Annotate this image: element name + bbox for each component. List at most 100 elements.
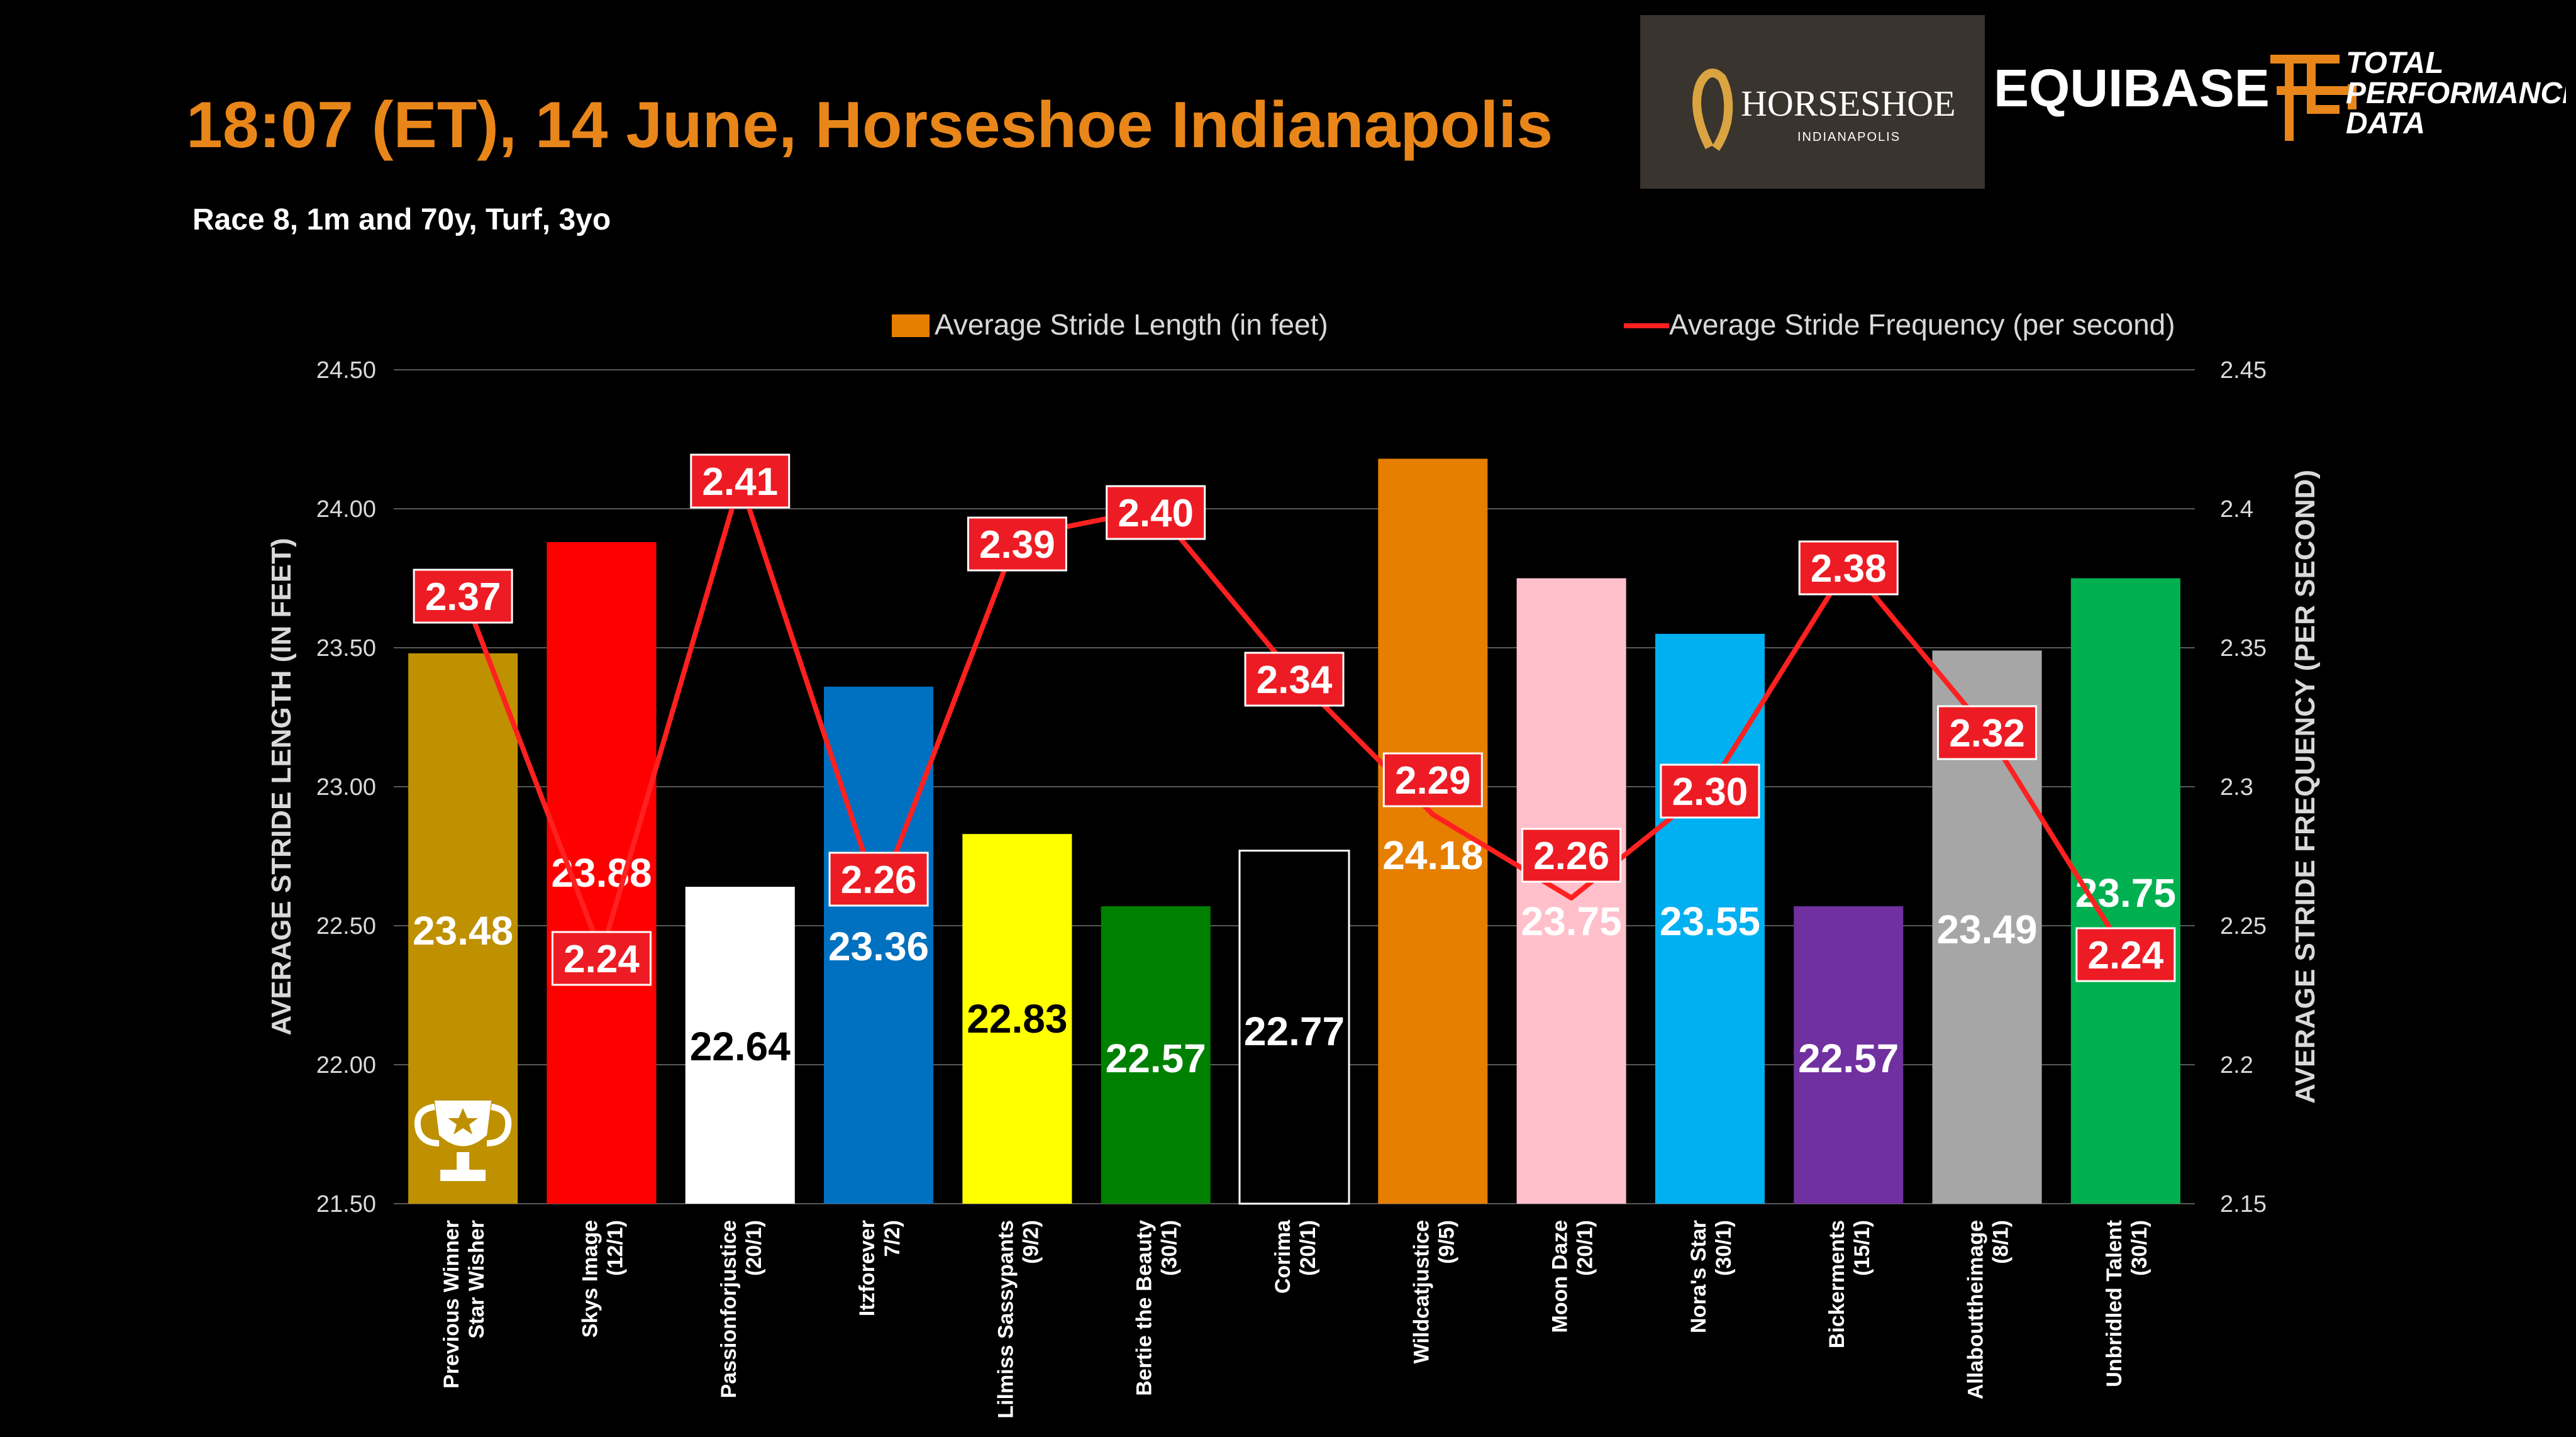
y2-tick-label: 2.2 [2220,1052,2253,1079]
legend-label-bar: Average Stride Length (in feet) [935,308,1328,341]
bar [1238,850,1350,1205]
tpd-line-2: PERFORMANCE [2346,77,2566,110]
bar-value-label: 22.77 [1244,1009,1345,1054]
x-tick-label-line: (20/1) [742,1220,766,1276]
x-tick-label: Wildcatjustice (9/5) [1409,1220,1458,1363]
x-tick-label-line: Passionforjustice [717,1220,741,1398]
x-tick-label-line: Bertie the Beauty [1133,1220,1157,1396]
x-tick-label: Skys Image (12/1) [578,1220,627,1338]
x-tick-label: Previous Winner Star Wisher [440,1220,489,1389]
x-tick-label-line: Lilmiss Sassypants [994,1220,1018,1419]
x-tick-label-line: Corima [1271,1219,1295,1294]
x-tick-label: Lilmiss Sassypants (9/2) [994,1220,1043,1419]
x-tick-label-line: (20/1) [1296,1220,1320,1276]
line-value-labels: 2.37 2.24 2.41 2.26 2.39 2.40 2.34 2.29 2.26 2.30… [413,453,2176,986]
y2-tick-label: 2.4 [2220,496,2253,523]
y-tick-label: 24.00 [316,496,376,523]
x-tick-label: Bertie the Beauty (30/1) [1133,1220,1182,1396]
x-tick-label-line: Nora's Star [1687,1220,1711,1333]
bar-value-label: 23.49 [1936,907,2037,952]
legend: Average Stride Length (in feet) Average S… [892,308,2175,341]
x-tick-label-line: Bickerments [1825,1220,1849,1348]
x-tick-label-line: Allabouttheimage [1964,1220,1988,1399]
race-subtitle: Race 8, 1m and 70y, Turf, 3yo [192,203,611,236]
trophy-base [440,1170,486,1181]
line-value-box [828,852,929,907]
y2-axis-title: AVERAGE STRIDE FREQUENCY (PER SECOND) [2290,470,2321,1104]
x-tick-label-line: Skys Image [578,1220,602,1338]
bar-series [408,458,2180,1205]
y2-tick-label: 2.3 [2220,774,2253,801]
x-tick-label: Passionforjustice (20/1) [717,1220,766,1398]
line-value-box [1937,705,2038,760]
bar-value-label: 23.48 [413,908,513,953]
y-tick-label: 22.00 [316,1052,376,1079]
trophy-star [448,1108,479,1135]
bar [824,686,934,1204]
legend-swatch-bar [892,314,930,337]
x-tick-label-line: (30/1) [1712,1220,1736,1276]
bar-value-label: 22.57 [1106,1036,1206,1081]
line-value-label: 2.26 [1533,835,1609,878]
x-tick-label-line: Itzforever [855,1220,879,1316]
y2-tick-label: 2.15 [2220,1191,2267,1218]
line-value-label: 2.40 [1118,492,1194,535]
tpd-logo: TOTAL PERFORMANCE DATA [2264,40,2576,157]
x-tick-label-line: (15/1) [1850,1220,1874,1276]
bar [1516,578,1626,1204]
horseshoe-logo-subtext: INDIANAPOLIS [1797,130,1901,144]
tpd-icon: TOTAL PERFORMANCE DATA [2270,47,2576,141]
x-tick-label-line: (30/1) [1158,1220,1182,1276]
x-tick-label: Corima (20/1) [1271,1219,1320,1294]
line-value-label: 2.39 [979,523,1055,567]
x-tick-label-line: (8/1) [1989,1220,2013,1264]
horseshoe-logo: HORSESHOE INDIANAPOLIS [1640,15,1985,189]
line-value-box [1521,828,1622,883]
bar-value-label: 24.18 [1382,833,1483,878]
x-tick-label-line: Star Wisher [465,1220,489,1339]
x-tick-label-line: (9/5) [1435,1220,1458,1264]
x-tick-label: Nora's Star (30/1) [1687,1220,1736,1333]
line-value-label: 2.26 [841,858,917,902]
line-value-box [1382,752,1483,807]
y-tick-label: 22.50 [316,913,376,940]
x-tick-label-line: (12/1) [603,1220,627,1276]
equibase-logo: EQUIBASE [1994,58,2270,118]
bar [1101,906,1211,1204]
y2-tick-label: 2.45 [2220,357,2267,384]
x-tick-label: Allabouttheimage (8/1) [1964,1220,2013,1399]
bar-value-label: 22.64 [690,1024,791,1069]
line-point [1430,812,1436,818]
bar-value-label: 22.83 [967,996,1067,1041]
bar [1378,458,1488,1204]
legend-label-line: Average Stride Frequency (per second) [1669,308,2175,341]
line-value-label: 2.29 [1395,759,1471,802]
x-tick-label: Bickerments (15/1) [1825,1220,1874,1348]
trophy-handle-left [414,1104,440,1146]
y-tick-label: 24.50 [316,357,376,384]
y2-tick-label: 2.25 [2220,913,2267,940]
horseshoe-logo-text: HORSESHOE [1741,83,1956,124]
x-tick-label-line: 7/2) [880,1220,904,1257]
line-value-box [1106,485,1206,540]
line-value-label: 2.32 [1949,712,2025,755]
line-value-box [551,931,652,986]
x-tick-label-line: Previous Winner [440,1220,464,1389]
bar-value-label: 23.55 [1660,899,1760,944]
x-tick-label: Itzforever 7/2) [855,1220,904,1316]
line-value-box [1798,540,1899,596]
line-value-box [1244,652,1345,707]
trophy-icon [414,1101,512,1181]
x-tick-label: Unbridled Talent (30/1) [2102,1220,2151,1387]
bar-value-labels: 23.4823.8822.6423.3622.8322.5722.7724.18… [413,833,2176,1081]
axes: 21.50 22.00 22.50 23.00 23.50 24.00 24.50 2.15 2… [266,357,2321,1419]
line-value-label: 2.24 [2088,934,2164,977]
line-value-label: 2.37 [425,575,501,619]
y2-tick-label: 2.35 [2220,635,2267,662]
y-axis-title: AVERAGE STRIDE LENGTH (IN FEET) [266,538,297,1035]
line-value-label: 2.30 [1672,770,1748,814]
bar-value-label: 23.75 [1521,899,1622,944]
trophy-stem [457,1152,470,1171]
horseshoe-icon: HORSESHOE INDIANAPOLIS [1692,69,1956,152]
y-tick-label: 23.50 [316,635,376,662]
